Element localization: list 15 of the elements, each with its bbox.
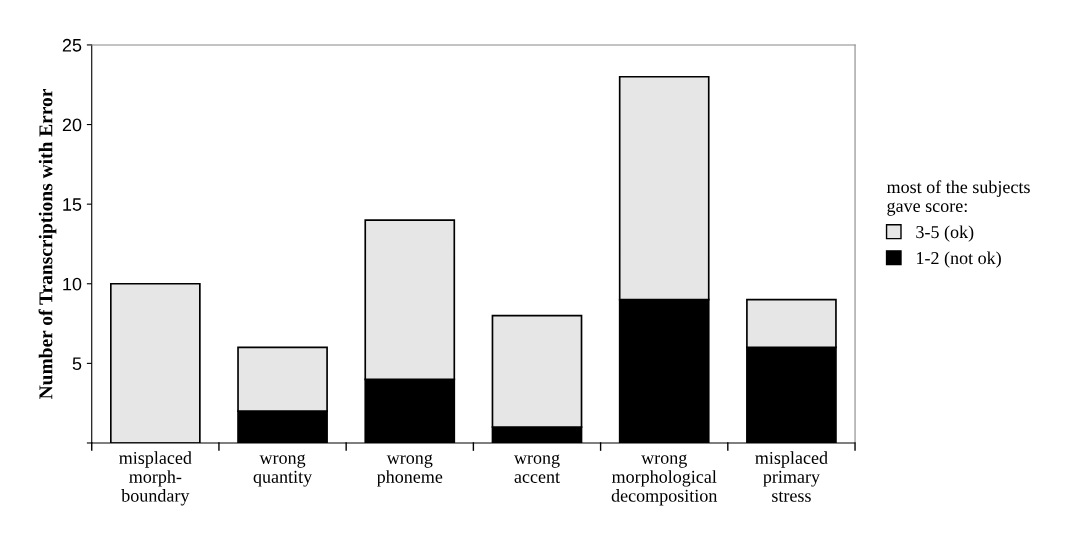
- y-tick-label: 10: [63, 277, 82, 291]
- legend-title: most of the subjects gave score:: [886, 180, 1030, 216]
- legend-label: 3-5 (ok): [916, 225, 974, 242]
- y-tick-label: 15: [63, 198, 82, 211]
- x-tick-label: misplaced primary stress: [755, 451, 828, 502]
- x-tick-label: wrong quantity: [253, 454, 313, 487]
- y-tick-label: 5: [72, 357, 82, 371]
- x-tick-label: wrong phoneme: [376, 454, 443, 487]
- y-tick-label: 25: [62, 38, 82, 52]
- y-tick-label: 20: [62, 118, 82, 132]
- x-tick-label: wrong morphological decomposition: [611, 454, 718, 506]
- legend-label: 1-2 (not ok): [917, 251, 1001, 268]
- x-tick-label: wrong accent: [513, 454, 560, 483]
- y-axis-title: Number of Transcriptions with Error: [38, 88, 57, 399]
- x-tick-label: misplaced morph- boundary: [119, 451, 192, 506]
